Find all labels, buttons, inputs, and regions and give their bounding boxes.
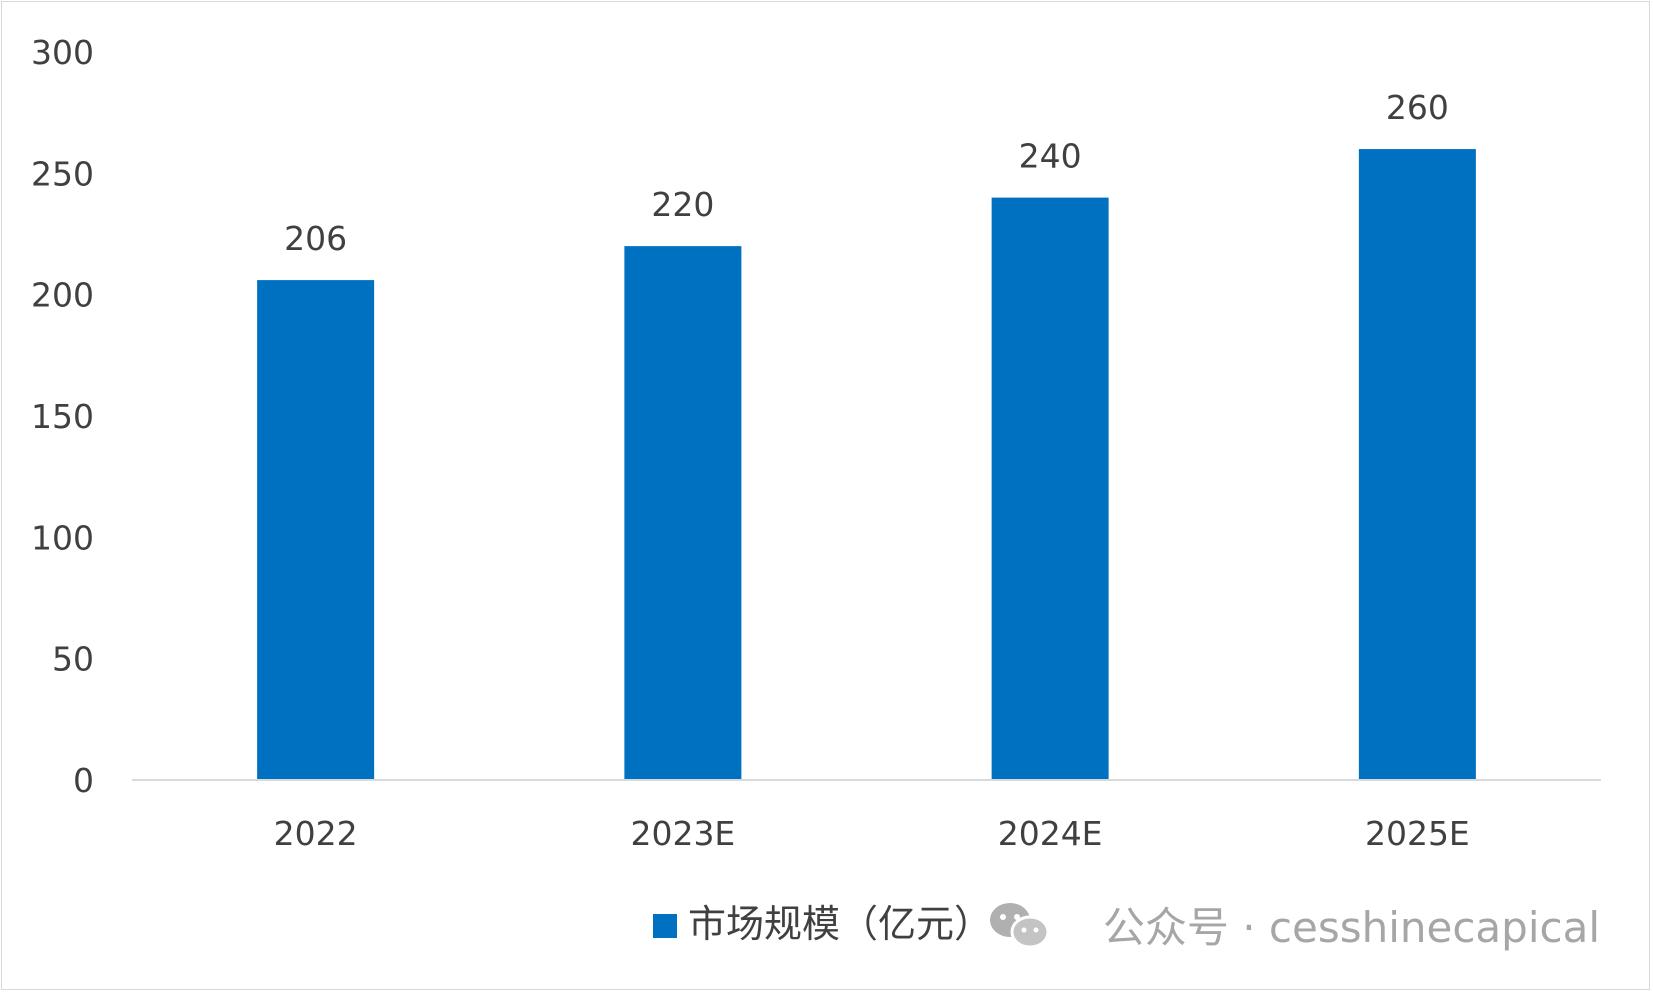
x-axis-ticks: 2022 2023E 2024E 2025E [274,814,1470,853]
x-tick-label: 2025E [1365,814,1470,853]
bar [624,246,742,781]
bars [257,149,1476,781]
legend-swatch [653,914,677,938]
data-label: 260 [1386,88,1449,127]
data-label: 240 [1019,137,1082,176]
watermark-text: 公众号 · cesshinecapical [1103,903,1600,952]
y-tick-label: 250 [31,154,94,193]
watermark: 公众号 · cesshinecapical [990,903,1600,952]
bar [257,280,375,780]
x-tick-label: 2022 [274,814,358,853]
wechat-icon [990,903,1050,949]
x-tick-label: 2023E [630,814,735,853]
data-labels: 206 220 240 260 [284,88,1449,258]
y-tick-label: 150 [31,397,94,436]
y-tick-label: 200 [31,276,94,315]
legend: 市场规模（亿元） [653,902,992,946]
y-tick-label: 100 [31,518,94,557]
y-tick-label: 0 [73,761,94,800]
bar [991,197,1109,781]
data-label: 206 [284,219,347,258]
legend-label: 市场规模（亿元） [688,902,992,946]
y-tick-label: 50 [52,640,94,679]
y-axis-ticks: 0 50 100 150 200 250 300 [31,33,94,800]
bar [1358,149,1476,781]
data-label: 220 [651,185,714,224]
y-tick-label: 300 [31,33,94,72]
x-tick-label: 2024E [998,814,1103,853]
